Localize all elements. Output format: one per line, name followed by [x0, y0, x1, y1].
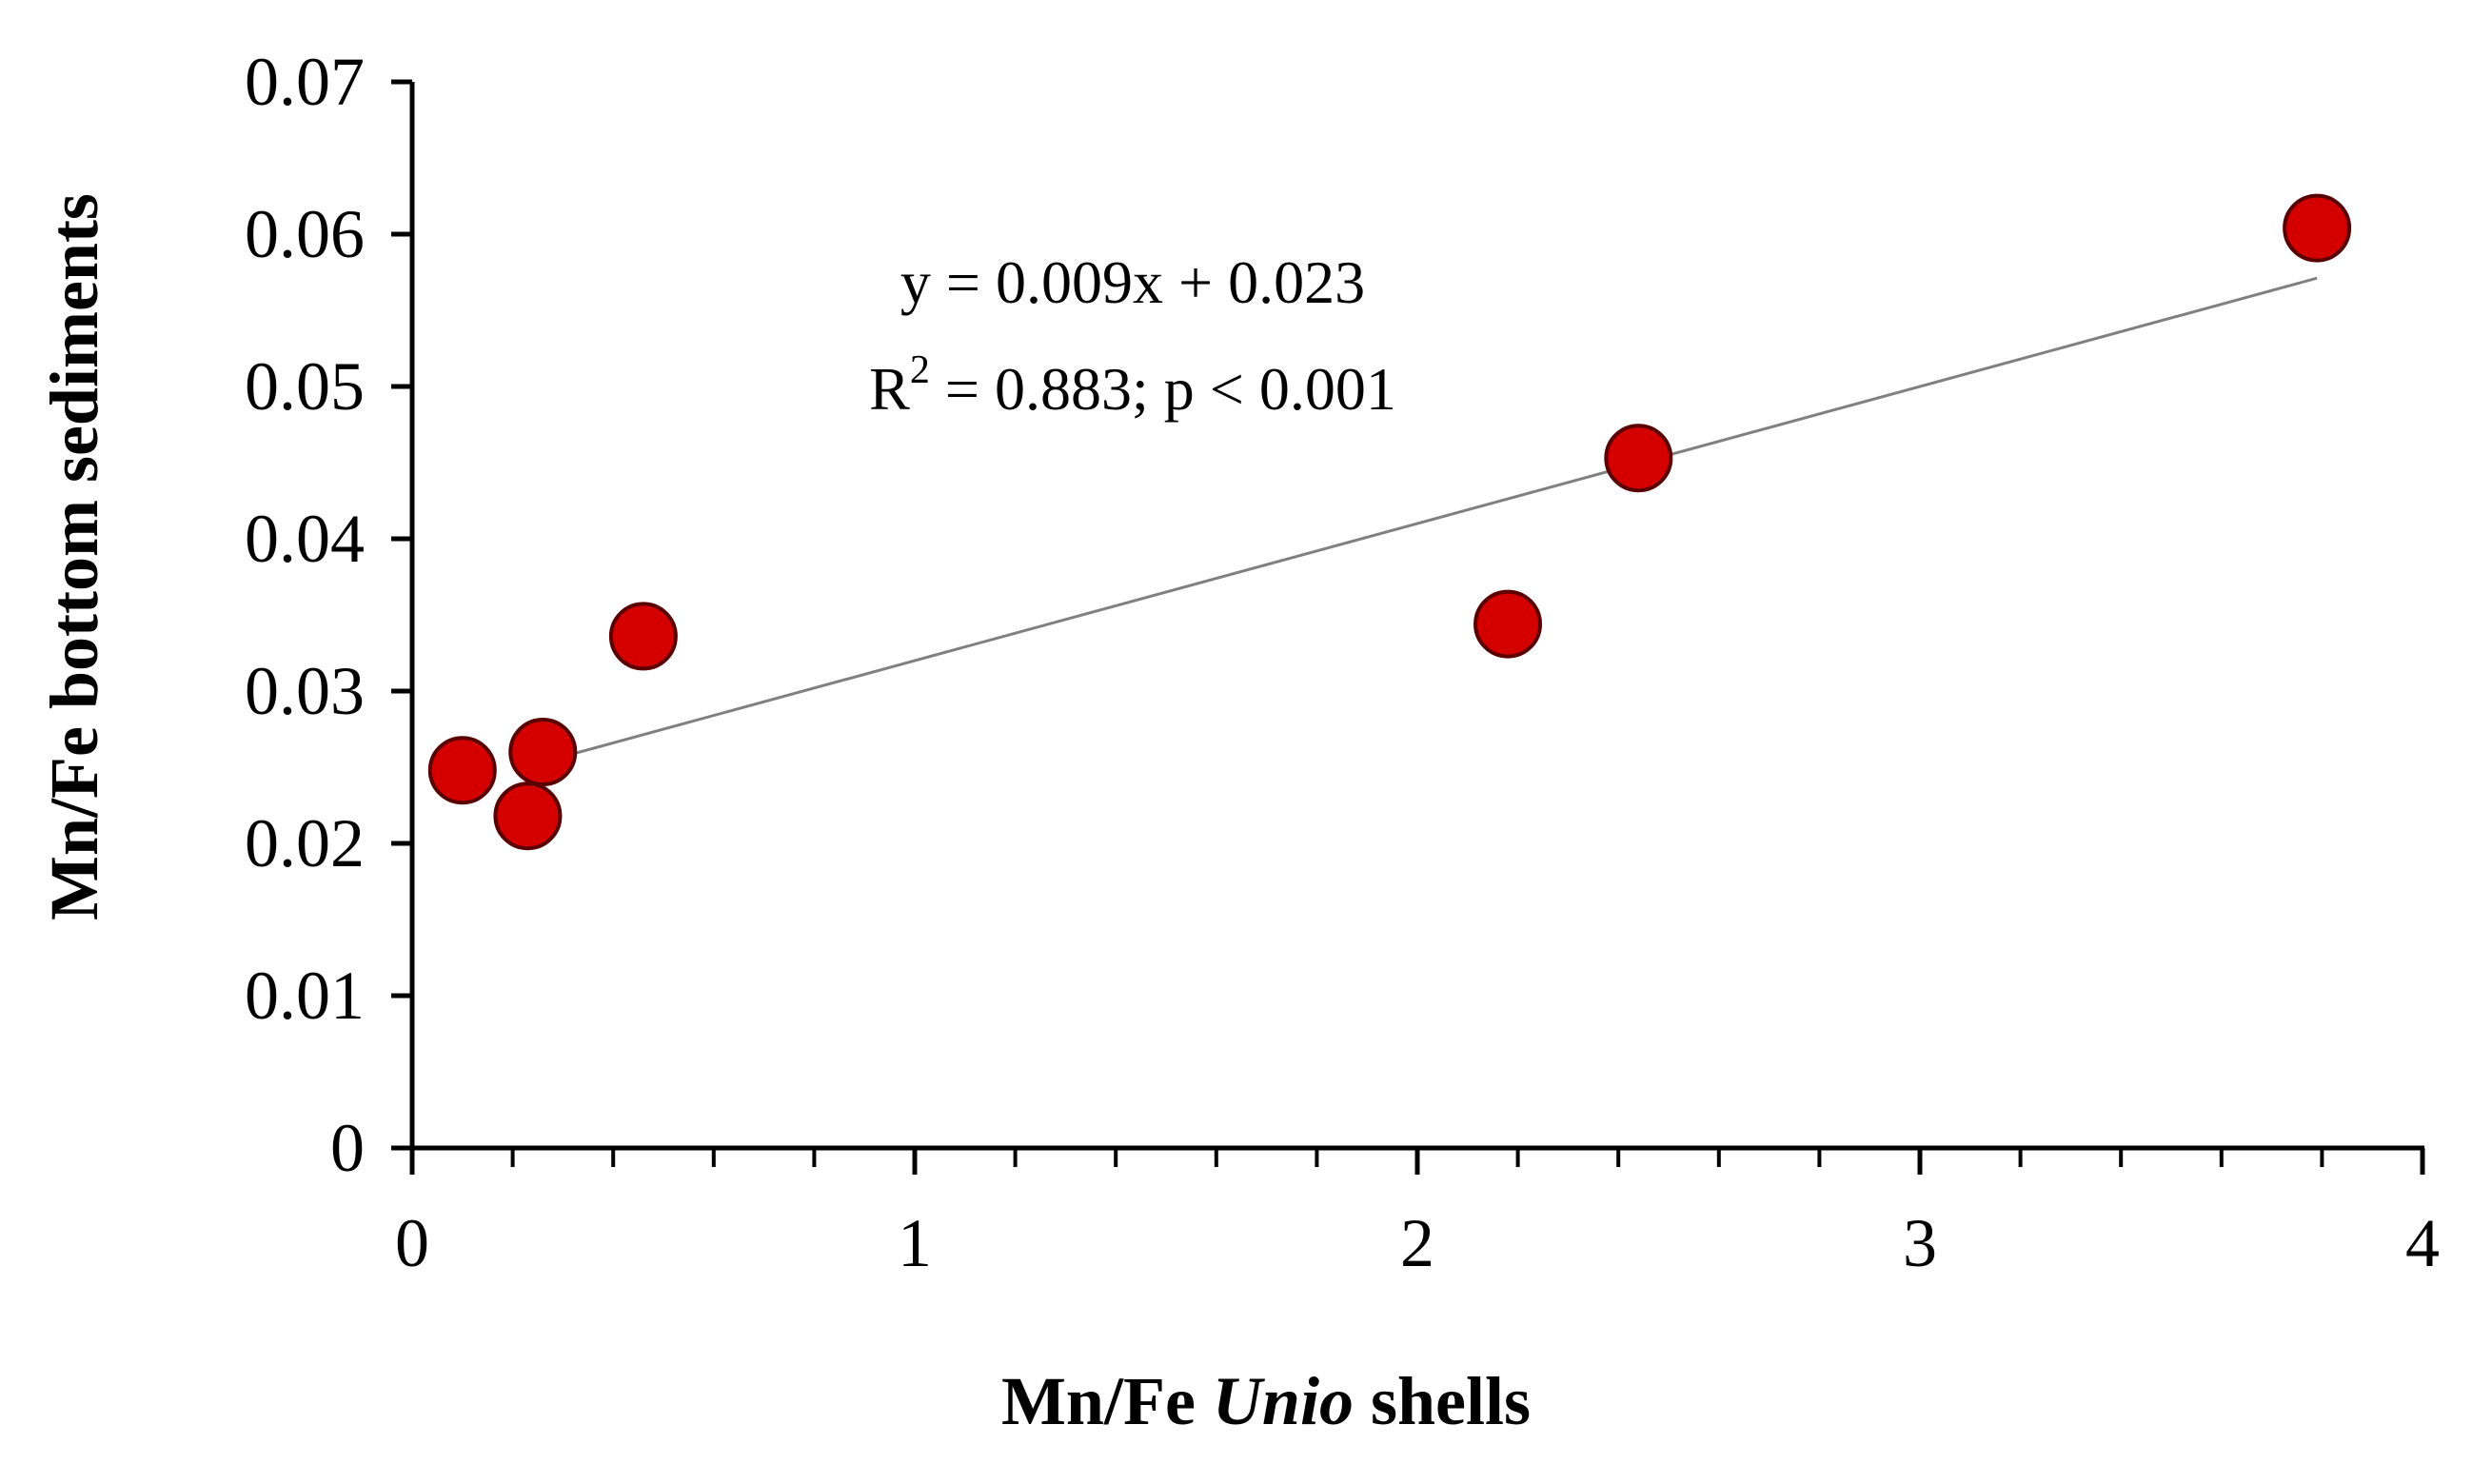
- trendline-layer: [542, 276, 2318, 764]
- y-tick-label: 0.03: [245, 653, 365, 729]
- x-axis-label-prefix: Mn/Fe: [1001, 1363, 1213, 1439]
- y-tick-label: 0.06: [245, 196, 365, 272]
- x-axis-label-italic: Unio: [1213, 1363, 1354, 1439]
- y-tick-label: 0.07: [245, 44, 365, 120]
- y-tick-label: 0: [330, 1110, 365, 1186]
- axes: [409, 82, 2424, 1151]
- data-point: [2283, 193, 2352, 263]
- data-point: [493, 782, 563, 851]
- data-point: [1604, 424, 1673, 493]
- x-axis-label-suffix: shells: [1354, 1363, 1531, 1439]
- data-point: [608, 602, 678, 671]
- data-point: [1473, 589, 1543, 659]
- r2-superscript: 2: [910, 348, 930, 392]
- y-tick-label: 0.04: [245, 501, 365, 577]
- y-tick-label: 0.01: [245, 958, 365, 1034]
- regression-equation: y = 0.009x + 0.023: [900, 248, 1365, 316]
- data-points: [427, 193, 2352, 851]
- x-axis-label: Mn/Fe Unio shells: [1001, 1363, 1531, 1439]
- x-tick-label: 3: [1903, 1205, 1937, 1281]
- x-tick-label: 1: [898, 1205, 932, 1281]
- y-tick-label: 0.02: [245, 805, 365, 881]
- data-point: [427, 736, 497, 805]
- r2-value: = 0.883; p < 0.001: [930, 355, 1396, 423]
- r2-label: R: [869, 355, 910, 423]
- x-tick-label: 4: [2405, 1205, 2440, 1281]
- trendline: [542, 276, 2318, 764]
- x-tick-label: 2: [1400, 1205, 1434, 1281]
- ticks: 0 0.01 0.02 0.03 0.04 0.05 0.06 0.07 0 1 2 3 4: [245, 44, 2440, 1281]
- data-point: [508, 718, 578, 786]
- regression-stats: R2 = 0.883; p < 0.001: [869, 348, 1396, 423]
- x-tick-label: 0: [395, 1205, 429, 1281]
- y-axis-label: Mn/Fe bottom sediments: [36, 193, 112, 920]
- y-tick-label: 0.05: [245, 348, 365, 425]
